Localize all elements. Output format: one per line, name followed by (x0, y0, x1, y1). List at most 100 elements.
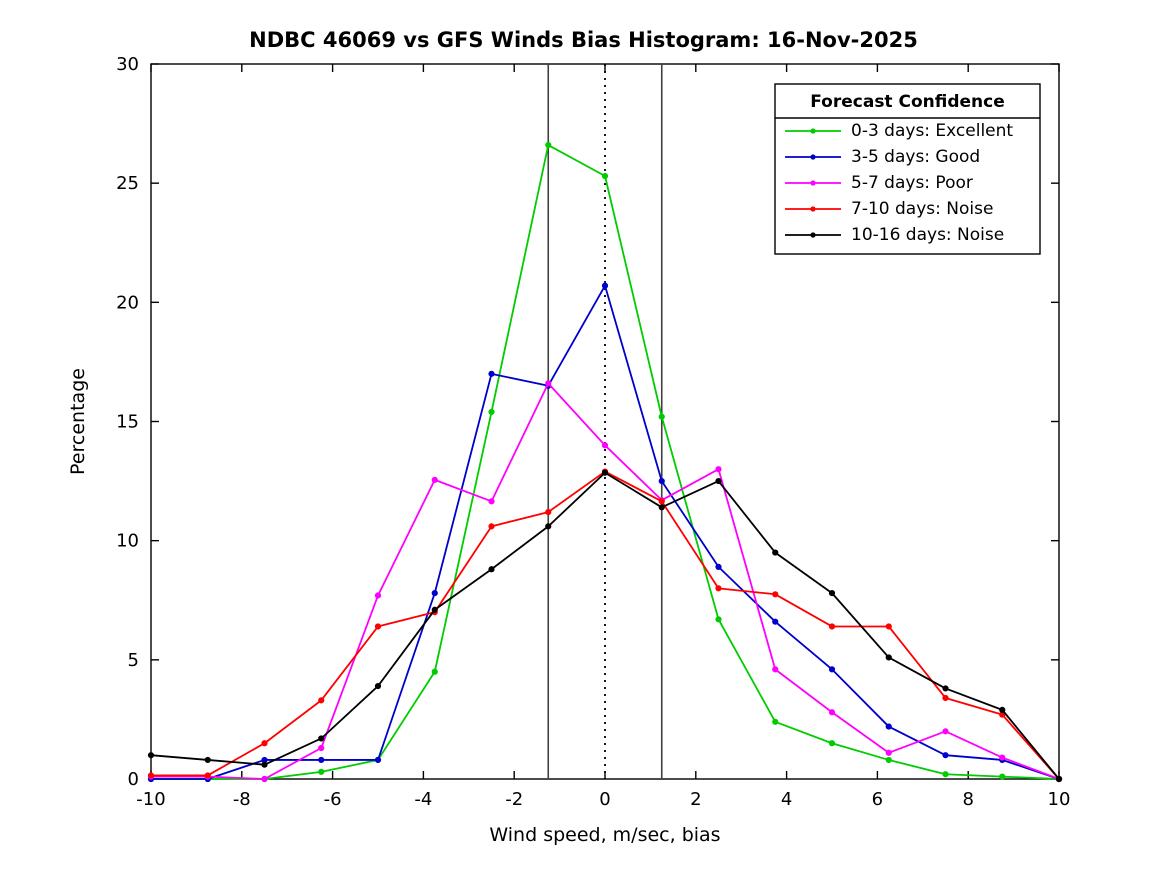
x-tick-label: -4 (414, 789, 432, 810)
legend-swatch-marker (810, 154, 816, 160)
legend-item-1[interactable]: 3-5 days: Good (785, 147, 980, 167)
series-point (942, 685, 949, 692)
series-point (147, 772, 155, 779)
y-tick-label: 10 (116, 531, 139, 552)
series-point (1055, 775, 1063, 783)
series-point (318, 768, 325, 775)
series-point (318, 697, 325, 704)
series-point (942, 728, 949, 735)
x-tick-label: -10 (136, 789, 165, 810)
series-point (318, 756, 325, 764)
x-axis-label: Wind speed, m/sec, bias (489, 824, 720, 846)
series-point (715, 563, 722, 570)
series-point (999, 754, 1006, 761)
series-point (715, 585, 722, 592)
x-tick-label: 6 (872, 789, 883, 810)
series-point (261, 775, 268, 783)
series-point (772, 549, 779, 556)
series-point (431, 590, 438, 597)
series-point (942, 771, 949, 778)
legend-item-label: 10-16 days: Noise (851, 225, 1004, 245)
series-point (885, 723, 892, 730)
x-tick-label: 2 (690, 789, 701, 810)
series-point (942, 694, 949, 702)
series-point (318, 744, 325, 752)
x-tick-label: 4 (781, 789, 792, 810)
legend-swatch-marker (810, 180, 816, 186)
x-tick-label: -6 (324, 789, 342, 810)
series-point (374, 592, 382, 599)
series-point (885, 749, 892, 756)
y-tick-label: 30 (116, 54, 139, 75)
series-point (545, 523, 552, 530)
series-point (658, 477, 665, 485)
legend[interactable]: Forecast Confidence 0-3 days: Excellent 3-… (774, 83, 1041, 255)
series-point (601, 282, 609, 289)
series-point (431, 606, 438, 613)
series-point (772, 666, 779, 673)
y-tick-label: 15 (116, 412, 139, 433)
series-point (488, 498, 495, 505)
series-point (488, 523, 495, 530)
series-point (374, 623, 382, 630)
legend-item-2[interactable]: 5-7 days: Poor (785, 173, 973, 193)
series-point (772, 618, 779, 625)
series-point (828, 623, 836, 630)
chart-title: NDBC 46069 vs GFS Winds Bias Histogram: … (249, 28, 918, 52)
series-point (545, 380, 552, 387)
series-point (545, 508, 552, 516)
legend-item-label: 3-5 days: Good (851, 147, 980, 167)
legend-item-label: 0-3 days: Excellent (851, 121, 1013, 141)
series-point (658, 498, 665, 505)
y-tick-label: 0 (128, 769, 139, 790)
y-tick-label: 25 (116, 173, 139, 194)
series-point (715, 616, 722, 623)
series-point (828, 666, 836, 673)
legend-item-3[interactable]: 7-10 days: Noise (785, 199, 993, 219)
series-point (431, 476, 438, 483)
series-point (828, 740, 836, 747)
series-point (488, 566, 495, 573)
series-point (374, 756, 382, 764)
x-tick-label: 0 (599, 789, 610, 810)
series-point (431, 668, 438, 675)
series-point (885, 623, 892, 630)
series-point (715, 477, 722, 485)
legend-title: Forecast Confidence (810, 92, 1005, 112)
series-point (658, 413, 665, 420)
series-point (318, 735, 325, 742)
x-tick-label: -8 (233, 789, 251, 810)
series-point (261, 740, 268, 747)
x-tick-label: 8 (962, 789, 973, 810)
data-series-layer (147, 141, 1063, 783)
y-tick-label: 5 (128, 650, 139, 671)
series-point (204, 756, 211, 764)
legend-swatch-marker (810, 232, 816, 238)
series-point (999, 773, 1006, 780)
series-point (772, 718, 779, 725)
legend-swatch-marker (810, 206, 816, 212)
series-point (658, 504, 665, 511)
series-point (601, 469, 609, 476)
series-point (545, 141, 552, 149)
series-point (885, 654, 892, 661)
series-point (942, 752, 949, 759)
series-point (261, 761, 268, 768)
legend-swatch-marker (810, 128, 816, 134)
y-tick-label: 20 (116, 292, 139, 313)
y-axis-label: Percentage (67, 368, 89, 475)
series-point (147, 752, 155, 759)
legend-item-0[interactable]: 0-3 days: Excellent (785, 121, 1013, 141)
legend-box (774, 83, 1041, 255)
series-point (885, 756, 892, 764)
x-tick-label: -2 (505, 789, 523, 810)
legend-item-4[interactable]: 10-16 days: Noise (785, 225, 1004, 245)
series-point (715, 466, 722, 473)
series-point (772, 591, 779, 598)
series-point (488, 370, 495, 377)
axis-labels-layer: Wind speed, m/sec, bias Percentage (67, 368, 721, 846)
series-point (828, 709, 836, 716)
series-point (601, 172, 609, 180)
series-point (374, 682, 382, 690)
